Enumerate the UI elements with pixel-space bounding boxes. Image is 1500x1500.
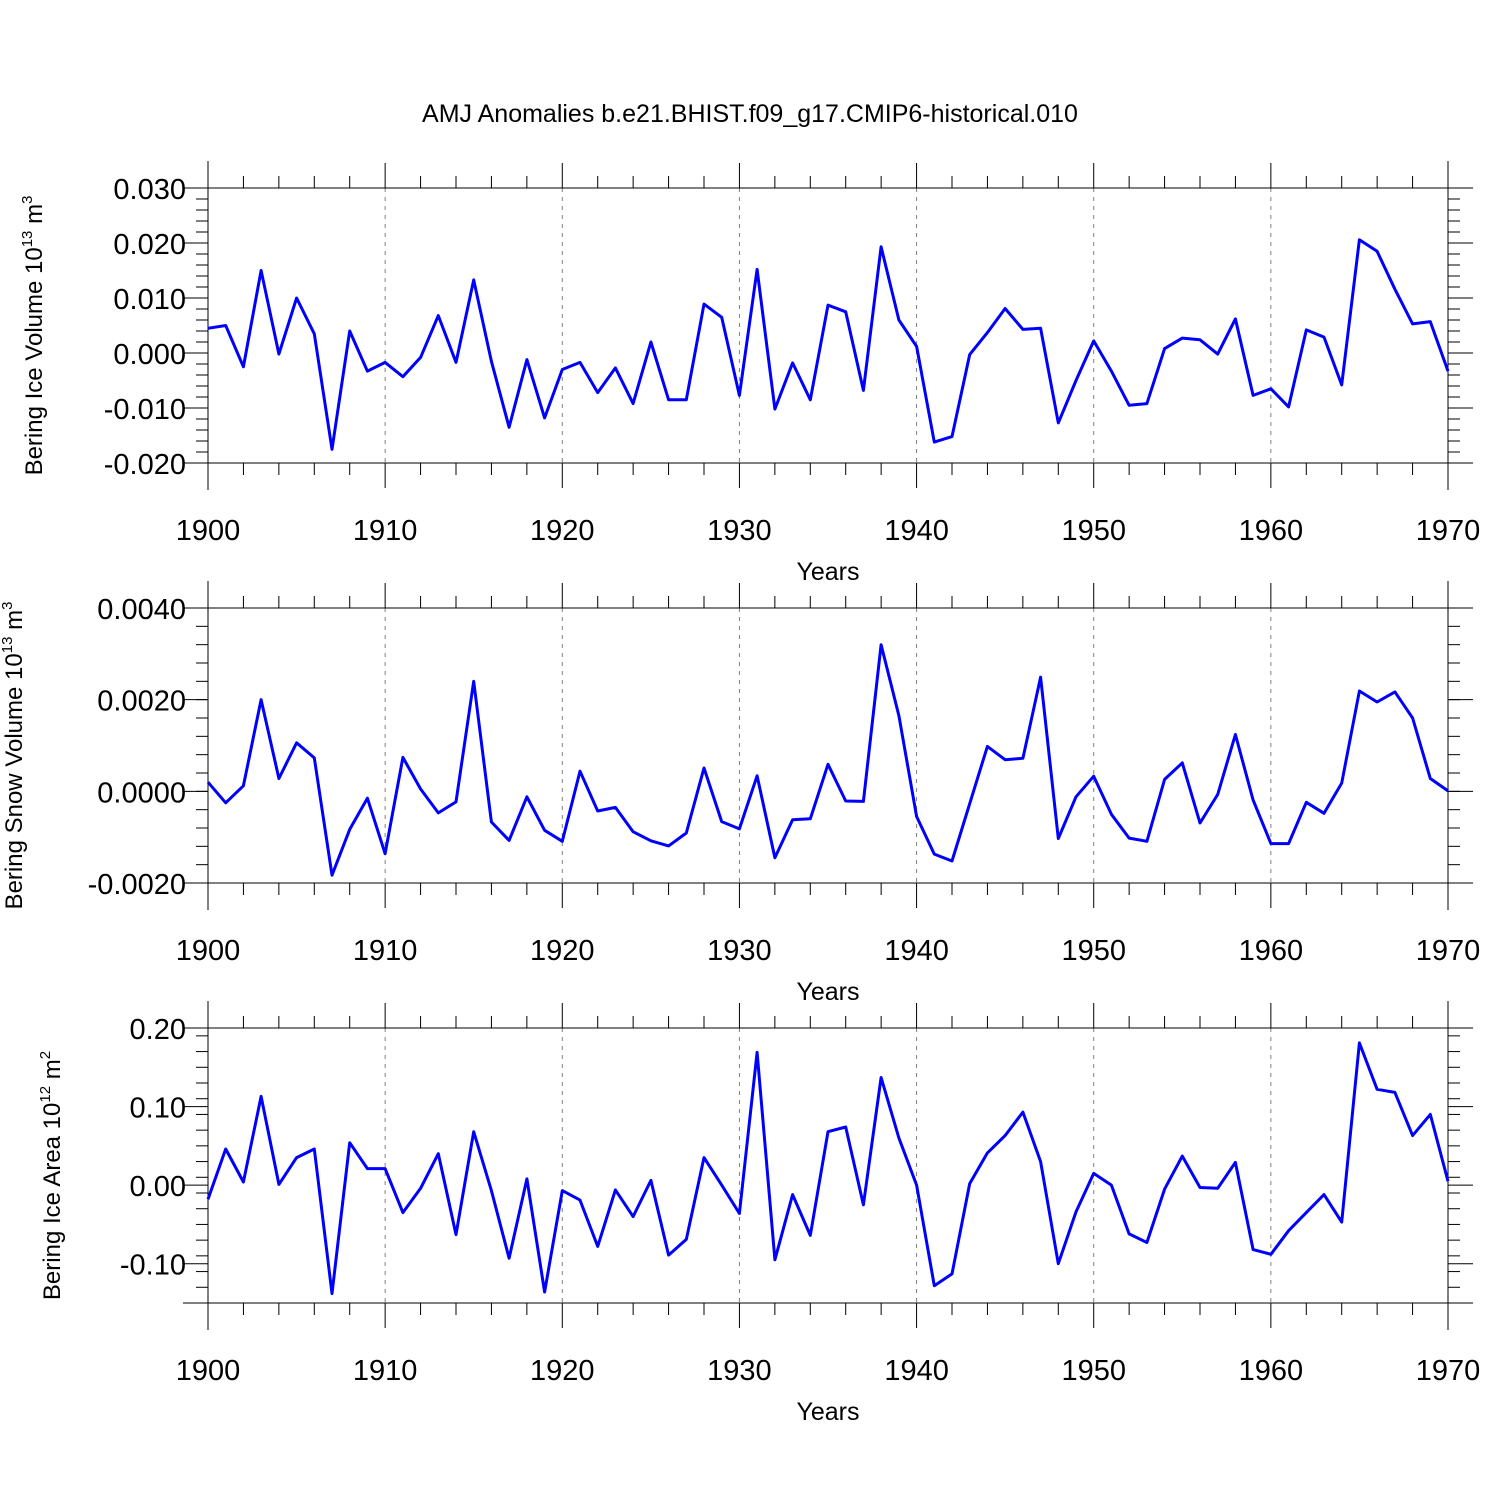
x-tick-label: 1910 <box>353 935 418 967</box>
y-axis-label-exponent: 13 <box>0 637 16 654</box>
x-tick-label: 1920 <box>530 515 595 547</box>
x-tick-label: 1940 <box>884 935 949 967</box>
x-axis-label: Years <box>796 558 859 586</box>
y-tick-label: 0.0040 <box>97 594 186 626</box>
y-axis-label-exponent: 13 <box>19 231 36 248</box>
y-axis-label-unit-exponent: 2 <box>37 1051 54 1059</box>
x-tick-label: 1960 <box>1239 935 1304 967</box>
x-tick-label: 1950 <box>1061 935 1126 967</box>
x-tick-label: 1910 <box>353 515 418 547</box>
panel-3: -0.10 0.00 0.10 0.20 1900 1910 1920 1930 1940 195… <box>37 1001 1480 1426</box>
x-tick-label: 1940 <box>884 1355 949 1387</box>
y-axis-label-exponent: 12 <box>37 1086 54 1103</box>
x-tick-label: 1970 <box>1416 515 1481 547</box>
chart-panels: -0.020 -0.010 0.000 0.010 0.020 0.030 1900 1910… <box>0 161 1480 1426</box>
x-tick-label: 1920 <box>530 935 595 967</box>
x-tick-label: 1930 <box>707 1355 772 1387</box>
x-tick-label: 1950 <box>1061 1355 1126 1387</box>
series-line <box>206 643 1449 877</box>
panel-2: -0.0020 0.0000 0.0020 0.0040 1900 1910 1920 193… <box>0 581 1480 1006</box>
y-axis-label: Bering Ice Area 1012 m2 <box>37 1051 66 1300</box>
y-axis-label-unit: m <box>21 204 48 231</box>
y-tick-label: 0.10 <box>130 1093 186 1125</box>
y-tick-label: -0.020 <box>104 449 186 481</box>
y-axis-label-unit-exponent: 3 <box>0 602 16 610</box>
y-axis-label-unit: m <box>1 610 28 637</box>
panel-1: -0.020 -0.010 0.000 0.010 0.020 0.030 1900 1910… <box>19 161 1480 586</box>
x-tick-label: 1970 <box>1416 935 1481 967</box>
y-axis-label: Bering Snow Volume 1013 m3 <box>0 602 28 910</box>
x-tick-label: 1930 <box>707 515 772 547</box>
x-tick-label: 1940 <box>884 515 949 547</box>
y-tick-label: -0.10 <box>120 1250 186 1282</box>
y-tick-label: 0.030 <box>113 174 186 206</box>
y-axis-label-main: Bering Ice Area 10 <box>39 1103 66 1300</box>
y-axis-label-main: Bering Snow Volume 10 <box>1 653 28 909</box>
y-tick-label: 0.010 <box>113 284 186 316</box>
x-tick-label: 1960 <box>1239 515 1304 547</box>
y-axis-label: Bering Ice Volume 1013 m3 <box>19 196 48 476</box>
series-line <box>207 238 1450 451</box>
y-axis-label-main: Bering Ice Volume 10 <box>21 247 48 475</box>
x-tick-label: 1950 <box>1061 515 1126 547</box>
chart-title: AMJ Anomalies b.e21.BHIST.f09_g17.CMIP6-… <box>422 100 1078 128</box>
y-axis-label-unit-exponent: 3 <box>19 196 36 204</box>
x-tick-label: 1960 <box>1239 1355 1304 1387</box>
y-tick-label: 0.00 <box>130 1171 186 1203</box>
x-tick-label: 1900 <box>176 515 241 547</box>
x-tick-label: 1920 <box>530 1355 595 1387</box>
y-tick-label: 0.0000 <box>97 777 186 809</box>
y-tick-label: 0.0020 <box>97 686 186 718</box>
x-tick-label: 1900 <box>176 935 241 967</box>
x-axis-label: Years <box>796 978 859 1006</box>
x-tick-label: 1970 <box>1416 1355 1481 1387</box>
x-tick-label: 1910 <box>353 1355 418 1387</box>
y-tick-label: 0.20 <box>130 1014 186 1046</box>
y-tick-label: -0.0020 <box>88 869 186 901</box>
y-tick-label: 0.020 <box>113 229 186 261</box>
x-tick-label: 1900 <box>176 1355 241 1387</box>
x-tick-label: 1930 <box>707 935 772 967</box>
y-tick-label: 0.000 <box>113 339 186 371</box>
y-axis-label-unit: m <box>39 1059 66 1086</box>
series-line <box>206 1041 1450 1296</box>
x-axis-label: Years <box>796 1398 859 1426</box>
y-tick-label: -0.010 <box>104 394 186 426</box>
